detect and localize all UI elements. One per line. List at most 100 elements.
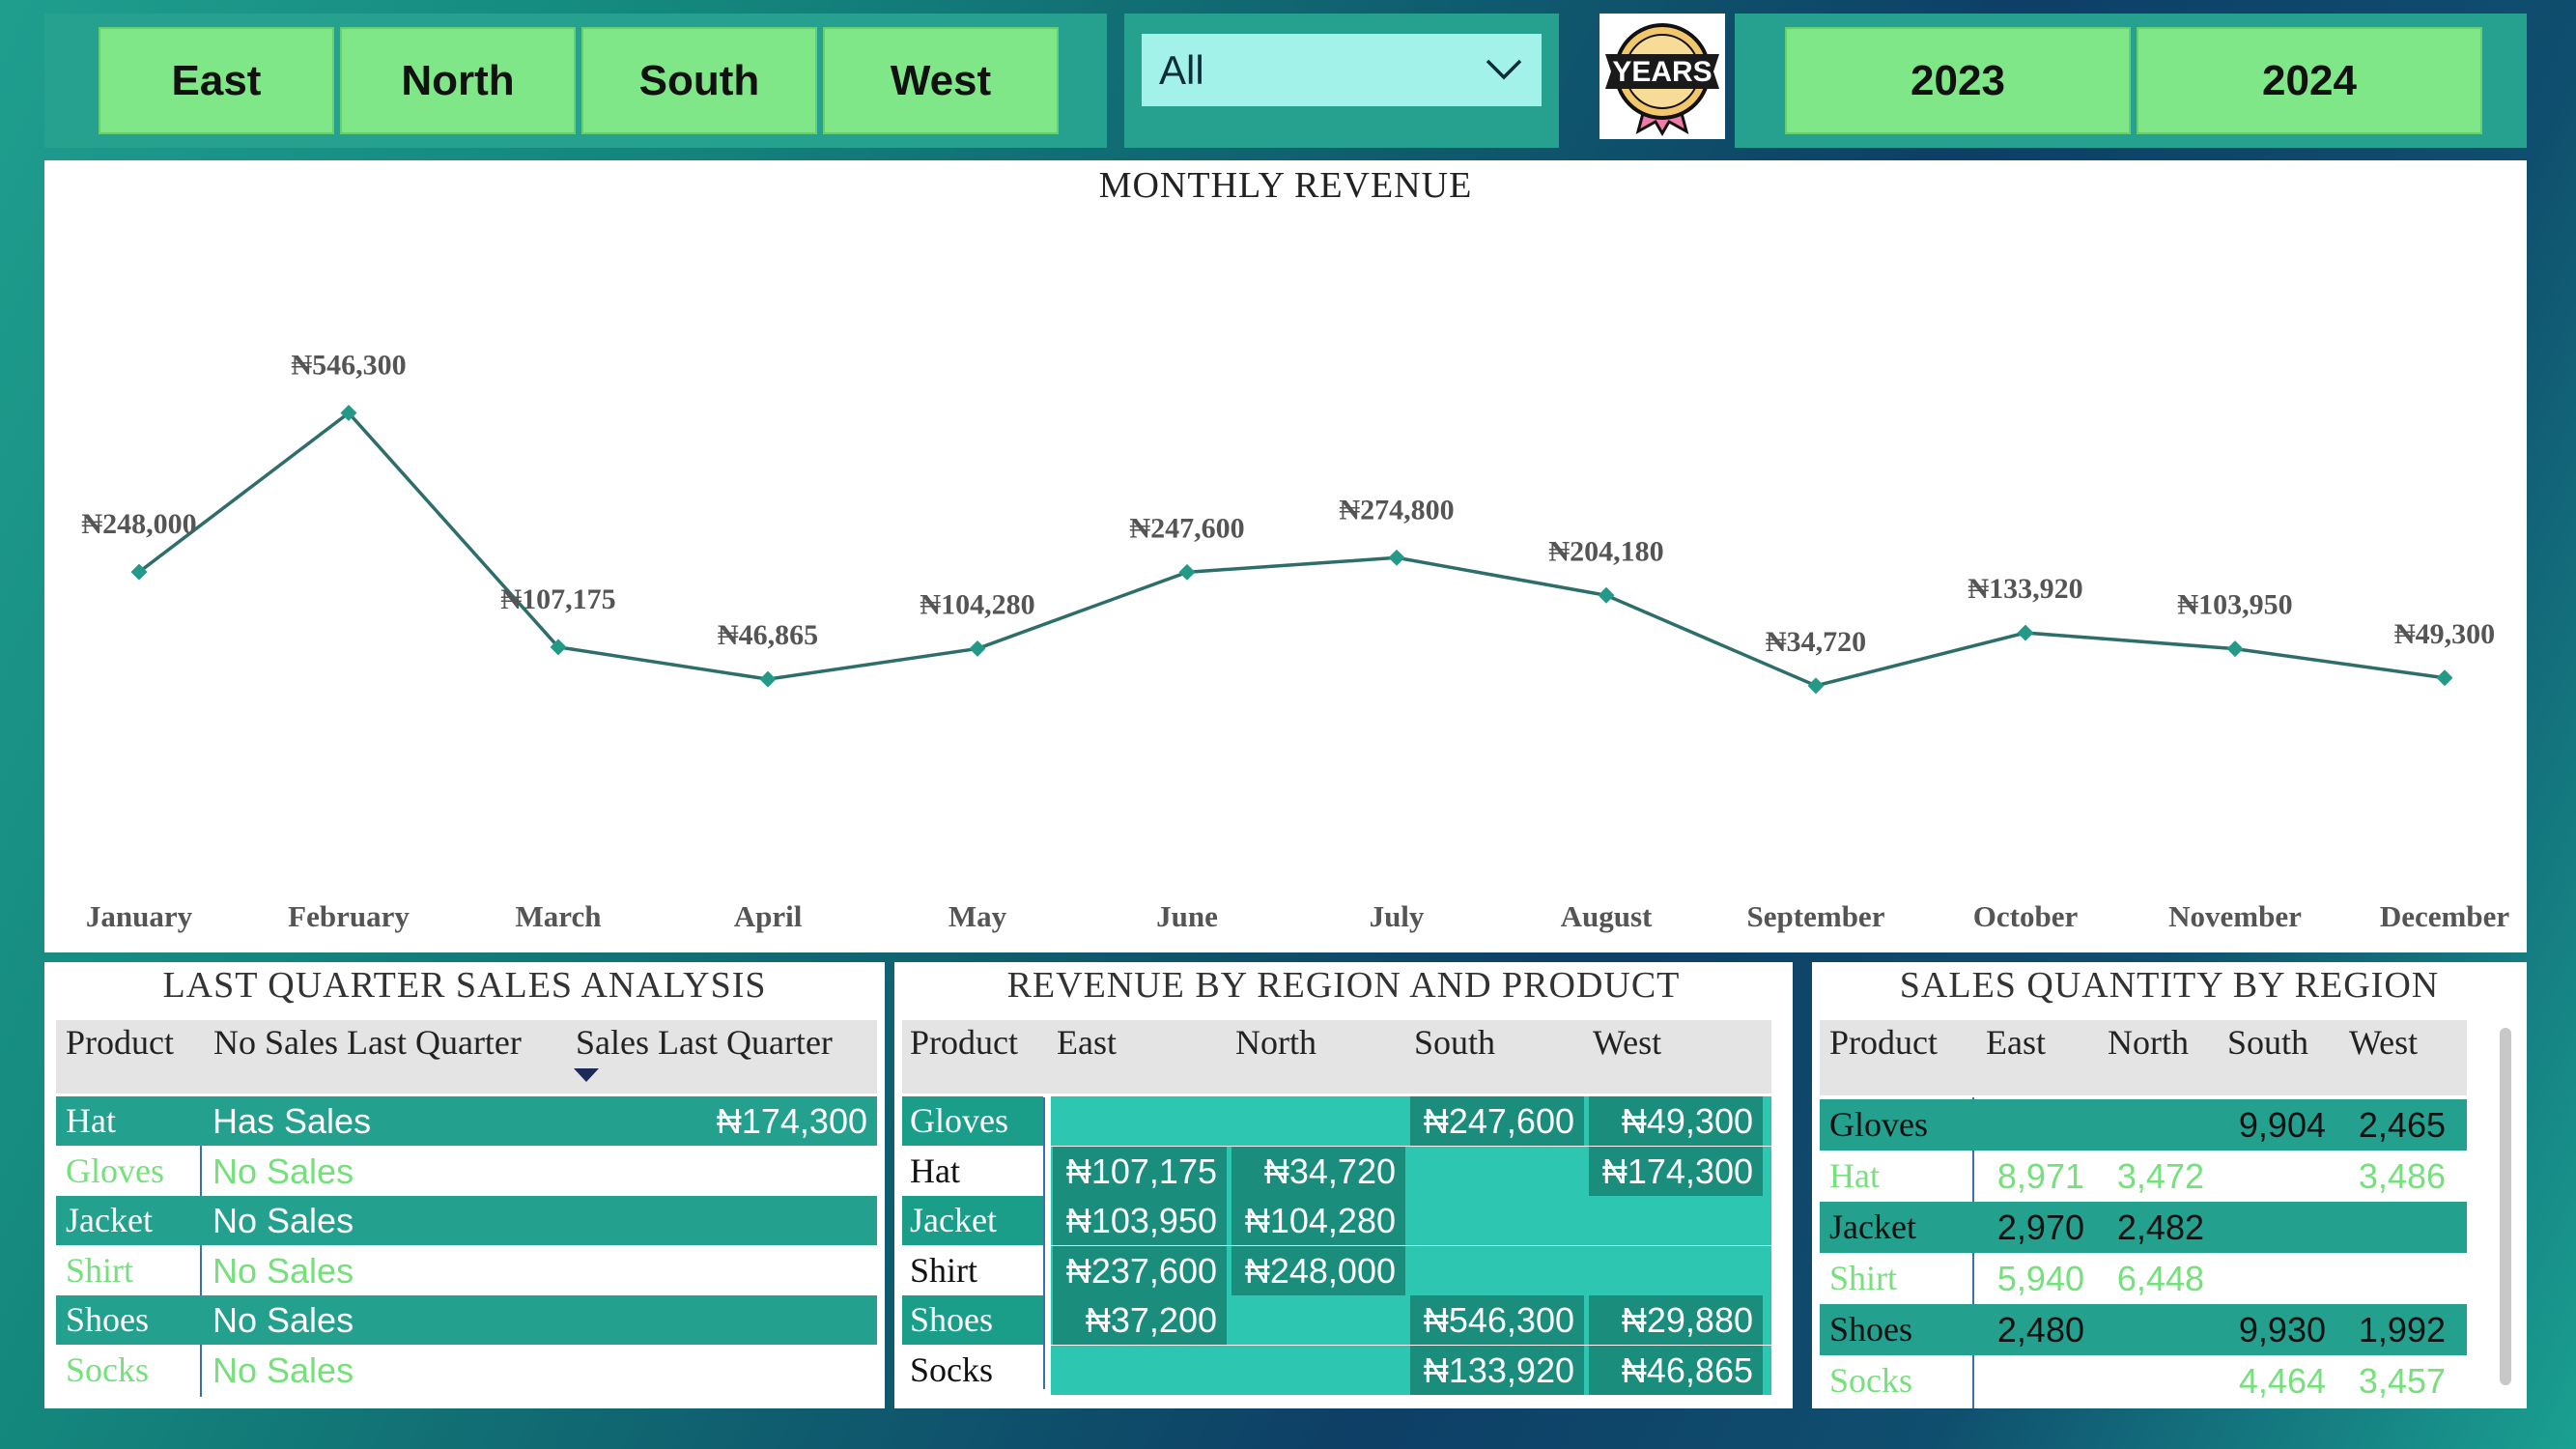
column-header-product[interactable]: Product [910,1023,1018,1062]
data-label: ₦103,950 [2177,589,2292,621]
product-dropdown[interactable]: All [1142,34,1542,106]
dropdown-value: All [1159,46,1204,93]
quantity-cell-west [2330,1202,2446,1253]
table-row[interactable]: Shirt 5,940 6,448 [1820,1253,2467,1304]
year-button-2023[interactable]: 2023 [1785,27,2131,134]
product-cell: Jacket [1829,1208,1916,1246]
product-cell: Gloves [910,1101,1008,1140]
table-row[interactable]: Shoes ₦37,200 ₦546,300 ₦29,880 [902,1295,1771,1345]
column-header-no-sales[interactable]: No Sales Last Quarter [213,1023,522,1062]
column-header-sales[interactable]: Sales Last Quarter [576,1023,833,1062]
value-highlight [1589,1096,1763,1146]
column-header-west[interactable]: West [2349,1023,2419,1062]
quantity-cell-north [2088,1304,2204,1355]
table-row[interactable]: Hat 8,971 3,472 3,486 [1820,1151,2467,1202]
quantity-cell-south [2210,1151,2326,1202]
data-point-marker[interactable] [759,670,777,688]
product-bg [902,1245,1043,1295]
column-header-product[interactable]: Product [1829,1023,1938,1062]
product-cell: Shoes [66,1300,150,1339]
revenue-cell-west: ₦174,300 [1601,1151,1753,1191]
value-highlight [1410,1096,1584,1146]
data-point-marker[interactable] [340,404,357,421]
year-button-2024[interactable]: 2024 [2137,27,2482,134]
revenue-cell-east: ₦103,950 [1065,1201,1217,1240]
x-tick-label: October [1973,899,2079,933]
chart-title: MONTHLY REVENUE [1098,165,1473,206]
monthly-revenue-chart: MONTHLY REVENUE ₦248,000 January ₦546,300 F… [44,160,2527,952]
quantity-cell-north: 6,448 [2116,1259,2204,1298]
column-header-east[interactable]: East [1986,1023,2046,1062]
product-bg [902,1196,1043,1245]
data-label: ₦133,920 [1967,573,2082,605]
region-button-east[interactable]: East [99,27,334,134]
product-cell: Shirt [910,1250,978,1290]
table-row[interactable]: Gloves ₦247,600 ₦49,300 [902,1096,1771,1146]
data-label: ₦46,865 [718,619,818,651]
region-button-north[interactable]: North [340,27,576,134]
product-cell: Hat [910,1151,960,1190]
table-row[interactable]: Shoes 2,480 9,930 1,992 [1820,1304,2467,1355]
data-point-marker[interactable] [2226,640,2244,658]
table-title: LAST QUARTER SALES ANALYSIS [162,965,767,1006]
value-highlight [1410,1345,1584,1395]
vertical-scrollbar[interactable] [2500,1028,2511,1385]
years-badge-icon: YEARS [1605,23,1719,136]
revenue-cell-east: ₦107,175 [1065,1151,1217,1191]
data-point-marker[interactable] [1807,677,1825,695]
revenue-cell-south: ₦133,920 [1423,1350,1574,1390]
table-row[interactable]: Shirt No Sales [56,1246,877,1295]
table-row[interactable]: Gloves No Sales [56,1147,877,1196]
table-row[interactable]: Shirt ₦237,600 ₦248,000 [902,1245,1771,1295]
column-header-north[interactable]: North [2108,1023,2189,1062]
quantity-cell-west [2330,1253,2446,1304]
status-cell: No Sales [212,1151,354,1191]
table-row[interactable]: Socks ₦133,920 ₦46,865 [902,1345,1771,1395]
revenue-cell-south: ₦247,600 [1423,1101,1574,1141]
table-title: SALES QUANTITY BY REGION [1899,965,2440,1006]
revenue-cell-west: ₦49,300 [1621,1101,1753,1141]
product-bg [902,1345,1043,1395]
table-row[interactable]: Gloves 9,904 2,465 [1820,1099,2467,1151]
table-row[interactable]: Socks No Sales [56,1346,877,1395]
table-row[interactable]: Jacket 2,970 2,482 [1820,1202,2467,1253]
data-point-marker[interactable] [1388,549,1405,566]
table-row[interactable]: Hat ₦107,175 ₦34,720 ₦174,300 [902,1146,1771,1196]
product-cell: Hat [1829,1156,1880,1195]
column-header-product[interactable]: Product [66,1023,174,1062]
x-tick-label: November [2168,899,2302,933]
data-point-marker[interactable] [550,639,567,656]
revenue-series-line [137,411,2446,688]
column-header-east[interactable]: East [1057,1023,1117,1062]
data-point-marker[interactable] [969,639,986,657]
column-header-south[interactable]: South [2227,1023,2309,1062]
x-tick-label: April [734,899,803,933]
product-cell: Jacket [910,1201,997,1239]
x-tick-label: June [1156,899,1218,933]
table-row[interactable]: Jacket No Sales [56,1196,877,1245]
status-cell: No Sales [212,1201,354,1240]
data-point-marker[interactable] [1178,563,1196,581]
data-point-marker[interactable] [1598,586,1615,604]
years-badge-logo: YEARS [1599,14,1725,139]
region-button-south[interactable]: South [581,27,817,134]
value-highlight [1231,1146,1405,1196]
data-point-marker[interactable] [2436,669,2453,687]
table-row[interactable]: Jacket ₦103,950 ₦104,280 [902,1196,1771,1245]
column-header-south[interactable]: South [1414,1023,1496,1062]
table-row[interactable]: Socks 4,464 3,457 [1820,1355,2467,1406]
product-cell: Shirt [1829,1259,1898,1297]
column-header-west[interactable]: West [1593,1023,1662,1062]
quantity-cell-west: 1,992 [2358,1310,2446,1350]
table-row[interactable]: Shoes No Sales [56,1295,877,1345]
data-point-marker[interactable] [130,563,148,581]
quantity-cell-west: 3,486 [2358,1156,2446,1196]
status-cell: No Sales [212,1250,354,1291]
table-row[interactable]: Hat Has Sales ₦174,300 [56,1096,877,1146]
region-button-west[interactable]: West [823,27,1059,134]
column-header-north[interactable]: North [1235,1023,1316,1062]
data-point-marker[interactable] [2017,624,2034,641]
filter-dropdown-panel: All [1124,14,1559,148]
data-label: ₦49,300 [2394,618,2495,650]
quantity-cell-west: 3,457 [2358,1361,2446,1401]
